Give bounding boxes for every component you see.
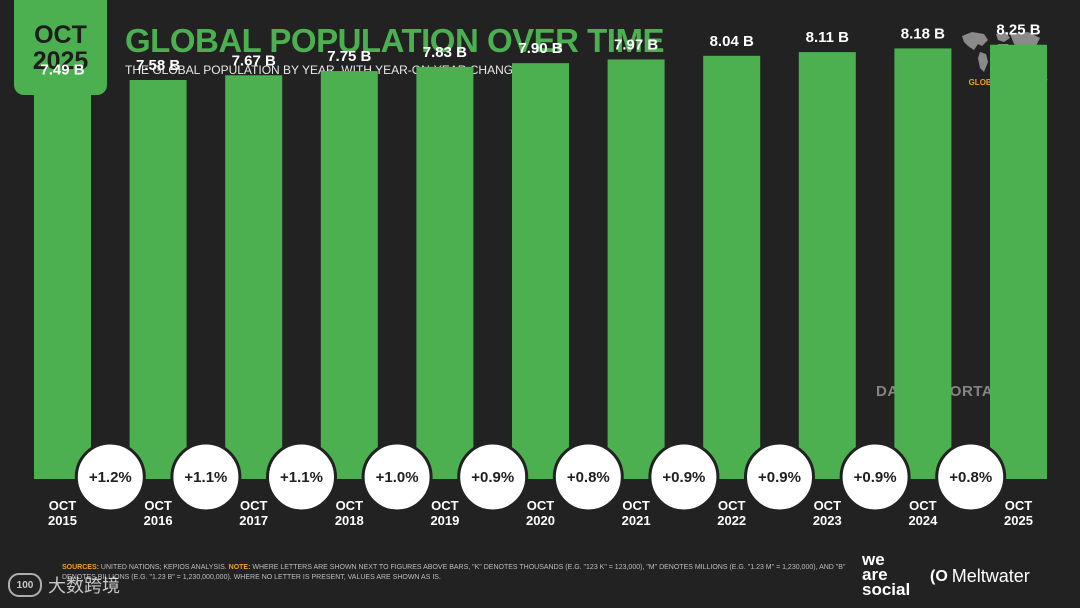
- x-tick-label-year: 2023: [813, 513, 842, 528]
- yoy-circle: [457, 441, 529, 513]
- bar: [416, 66, 474, 479]
- x-tick-label-month: OCT: [622, 498, 650, 513]
- yoy-circle: [744, 441, 815, 513]
- x-tick-label-year: 2022: [717, 513, 746, 528]
- x-tick-label-month: OCT: [240, 498, 268, 513]
- page-title: GLOBAL POPULATION OVER TIME: [125, 22, 664, 59]
- yoy-change-label: +0.9%: [662, 469, 705, 486]
- bar: [703, 55, 761, 480]
- x-tick-label-year: 2025: [1004, 513, 1033, 528]
- bar: [512, 63, 569, 480]
- x-tick-label-month: OCT: [49, 498, 77, 513]
- x-tick-label-month: OCT: [336, 498, 364, 513]
- value-label: 7.49 B: [40, 62, 84, 79]
- yoy-change-label: +1.1%: [280, 469, 323, 486]
- we-are-social-logo: we are social: [862, 550, 911, 599]
- yoy-circle: [361, 441, 433, 513]
- note-label: NOTE:: [228, 564, 251, 571]
- x-tick-label-month: OCT: [909, 498, 937, 513]
- x-tick-label-year: 2016: [144, 513, 173, 528]
- site-watermark: 100 大数跨境: [8, 572, 120, 598]
- sources-label: SOURCES:: [62, 564, 99, 571]
- badge-year: 2025: [32, 46, 89, 75]
- bar: [34, 84, 91, 479]
- yoy-circle: [648, 441, 720, 513]
- x-tick-label-year: 2020: [526, 513, 555, 528]
- x-tick-label-year: 2018: [335, 513, 364, 528]
- yoy-circle: [935, 441, 1007, 513]
- date-badge: OCT 2025: [14, 0, 107, 95]
- yoy-change-label: +1.2%: [89, 469, 132, 486]
- x-tick-label-month: OCT: [527, 498, 555, 513]
- x-tick-label-month: OCT: [814, 498, 842, 513]
- yoy-circle: [170, 441, 242, 513]
- value-label: 8.11 B: [806, 29, 850, 46]
- yoy-circle: [266, 441, 337, 513]
- x-tick-label-month: OCT: [431, 498, 459, 513]
- yoy-circle: [552, 441, 624, 513]
- bar: [607, 59, 665, 479]
- value-label: 7.90 B: [518, 40, 562, 57]
- footnote: SOURCES: UNITED NATIONS; KEPIOS ANALYSIS…: [62, 563, 862, 583]
- note-text: WHERE LETTERS ARE SHOWN NEXT TO FIGURES …: [62, 564, 846, 581]
- brand-line: social: [862, 580, 911, 599]
- meltwater-logo: (O Meltwater: [930, 566, 1030, 587]
- brand-line: are: [862, 565, 888, 584]
- meltwater-icon: (O: [930, 567, 948, 585]
- meltwater-wordmark: Meltwater: [951, 566, 1030, 586]
- value-label: 8.18 B: [901, 25, 945, 42]
- yoy-circle: [74, 441, 146, 513]
- value-label: 7.67 B: [232, 52, 276, 69]
- x-tick-label-year: 2024: [908, 513, 938, 528]
- sources-text: UNITED NATIONS; KEPIOS ANALYSIS.: [100, 564, 227, 571]
- bar: [990, 44, 1047, 479]
- yoy-change-label: +0.8%: [567, 469, 610, 486]
- value-label: 7.97 B: [614, 36, 658, 53]
- bar: [129, 80, 187, 479]
- yoy-circle: [839, 441, 911, 513]
- x-tick-label-month: OCT: [718, 498, 746, 513]
- bar: [320, 71, 378, 480]
- watermark-text: 大数跨境: [48, 576, 120, 596]
- value-label: 8.04 B: [710, 33, 754, 50]
- x-tick-label-month: OCT: [1005, 498, 1033, 513]
- x-tick-label-year: 2021: [622, 513, 651, 528]
- yoy-change-label: +0.9%: [854, 469, 897, 486]
- value-label: 7.83 B: [423, 44, 467, 61]
- x-tick-label-year: 2019: [430, 513, 459, 528]
- bar: [894, 48, 952, 480]
- x-tick-label-month: OCT: [144, 498, 172, 513]
- x-tick-label-year: 2017: [239, 513, 268, 528]
- value-label: 8.25 B: [996, 22, 1040, 39]
- yoy-change-label: +0.9%: [471, 469, 514, 486]
- bar: [225, 75, 283, 480]
- bar: [798, 52, 856, 479]
- watermark-logo-icon: 100: [8, 573, 42, 597]
- yoy-change-label: +1.1%: [184, 469, 227, 486]
- value-label: 7.75 B: [327, 48, 371, 65]
- value-label: 7.58 B: [136, 57, 180, 74]
- yoy-change-label: +0.9%: [758, 469, 801, 486]
- brand-line: we: [862, 550, 885, 569]
- yoy-change-label: +1.0%: [376, 469, 419, 486]
- badge-month: OCT: [34, 20, 87, 49]
- yoy-change-label: +0.8%: [949, 469, 992, 486]
- x-tick-label-year: 2015: [48, 513, 77, 528]
